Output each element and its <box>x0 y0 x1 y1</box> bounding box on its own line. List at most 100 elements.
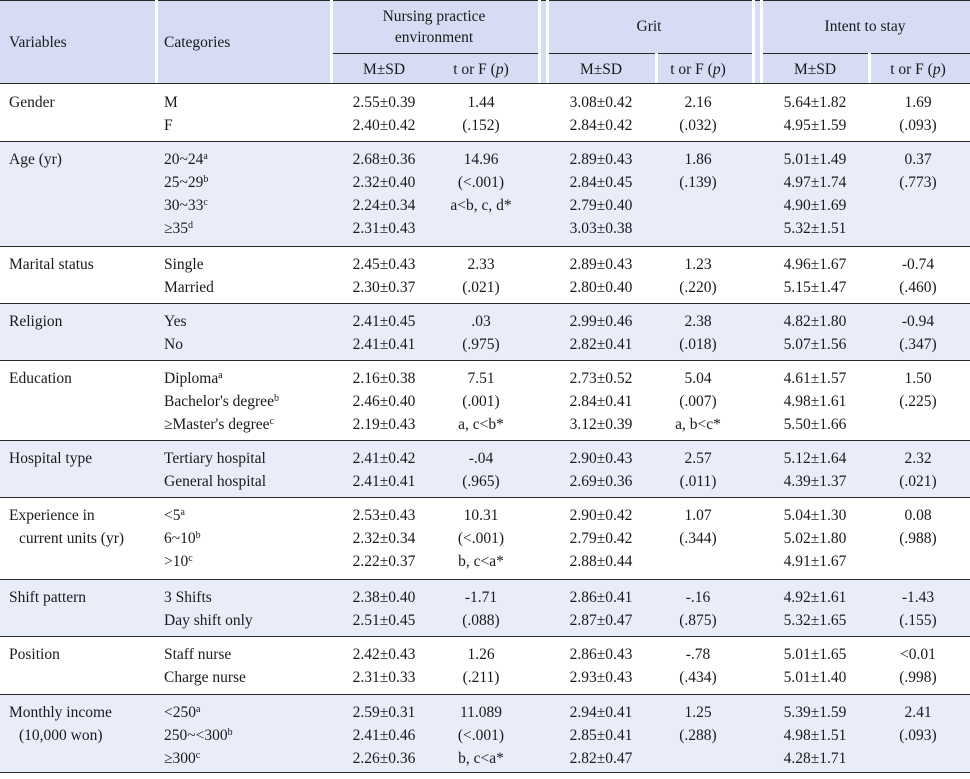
mean-sd-value: 2.79±0.42 <box>569 530 633 547</box>
stat-value: 1.26 <box>467 646 495 663</box>
header-separator <box>655 53 658 83</box>
variable-label: Education <box>9 370 72 387</box>
variable-label: Shift pattern <box>9 589 87 606</box>
mean-sd-value: 4.82±1.80 <box>783 313 847 330</box>
mean-sd-value: 4.39±1.37 <box>783 473 847 490</box>
stat-value: (.021) <box>462 279 500 296</box>
row-band <box>0 440 970 497</box>
category-label: F <box>164 117 173 134</box>
stat-value: a, b<c* <box>675 416 721 433</box>
row-rule <box>0 303 970 304</box>
header-group-title: Nursing practice <box>382 8 486 25</box>
row-rule <box>0 246 970 247</box>
mean-sd-value: 3.12±0.39 <box>569 416 633 433</box>
stat-value: (.011) <box>679 473 717 490</box>
group-rule-2 <box>760 53 970 54</box>
header-group-title: environment <box>394 29 474 46</box>
stat-value: -.04 <box>468 450 494 467</box>
mean-sd-value: 2.86±0.43 <box>569 646 633 663</box>
stat-value: .03 <box>471 313 491 330</box>
group-rule-1 <box>546 53 752 54</box>
mean-sd-value: 3.03±0.38 <box>569 220 633 237</box>
mean-sd-value: 4.61±1.57 <box>783 370 847 387</box>
stat-value: 1.23 <box>684 256 712 273</box>
category-label: No <box>164 336 183 353</box>
category-label: 25~29b <box>164 174 209 191</box>
mean-sd-value: 5.02±1.80 <box>783 530 847 547</box>
stat-value: (.875) <box>679 612 717 629</box>
mean-sd-value: 5.15±1.47 <box>783 279 847 296</box>
mean-sd-value: 2.89±0.43 <box>569 256 633 273</box>
stat-value: (<.001) <box>457 727 505 744</box>
header-separator <box>330 0 333 83</box>
header-separator <box>868 53 871 83</box>
row-band <box>0 303 970 360</box>
mean-sd-value: 5.32±1.51 <box>783 220 847 237</box>
mean-sd-value: 5.01±1.65 <box>783 646 847 663</box>
mean-sd-value: 2.89±0.43 <box>569 151 633 168</box>
stat-value: 2.57 <box>684 450 712 467</box>
category-label: M <box>164 94 178 111</box>
variable-label: (10,000 won) <box>19 727 103 744</box>
category-superscript: c <box>269 416 275 427</box>
stat-value: (.220) <box>679 279 717 296</box>
header-msd: M±SD <box>579 61 623 78</box>
row-band <box>0 579 970 636</box>
category-label: ≥Master's degreec <box>164 416 275 433</box>
mean-sd-value: 4.97±1.74 <box>783 174 847 191</box>
header-categories: Categories <box>164 34 231 51</box>
mean-sd-value: 2.84±0.42 <box>569 117 633 134</box>
stat-value: (.093) <box>899 117 937 134</box>
stat-value: -1.43 <box>901 589 935 606</box>
category-superscript: c <box>203 197 208 208</box>
header-separator <box>760 0 763 83</box>
stat-value: (<.001) <box>457 174 505 191</box>
mean-sd-value: 2.82±0.47 <box>569 750 633 767</box>
category-superscript: a <box>196 704 201 715</box>
mean-sd-value: 2.41±0.42 <box>352 450 416 467</box>
stat-value: 14.96 <box>463 151 499 168</box>
mean-sd-value: 2.79±0.40 <box>569 197 633 214</box>
stat-value: (.088) <box>462 612 500 629</box>
mean-sd-value: 2.22±0.37 <box>352 553 416 570</box>
variable-label: Position <box>9 646 60 663</box>
stat-value: (.032) <box>679 117 717 134</box>
stat-value: 2.33 <box>467 256 495 273</box>
stat-value: (.211) <box>462 669 500 686</box>
mean-sd-value: 5.01±1.49 <box>783 151 847 168</box>
stat-value: 10.31 <box>463 507 499 524</box>
stat-value: (.007) <box>679 393 717 410</box>
mean-sd-value: 2.68±0.36 <box>352 151 416 168</box>
category-label: Bachelor's degreeb <box>164 393 279 410</box>
category-superscript: c <box>188 553 193 564</box>
mean-sd-value: 2.19±0.43 <box>352 416 416 433</box>
mean-sd-value: 2.38±0.40 <box>352 589 416 606</box>
variable-label: Experience in <box>9 507 95 524</box>
variable-label: Monthly income <box>9 704 112 721</box>
stat-value: (<.001) <box>457 530 505 547</box>
mean-sd-value: 2.51±0.45 <box>352 612 416 629</box>
category-superscript: a <box>218 370 223 381</box>
mean-sd-value: 5.12±1.64 <box>783 450 847 467</box>
stat-value: a, c<b* <box>458 416 504 433</box>
stat-value: 2.38 <box>684 313 712 330</box>
header-separator <box>155 0 158 83</box>
mean-sd-value: 5.07±1.56 <box>783 336 847 353</box>
stat-value: (.139) <box>679 174 717 191</box>
category-superscript: b <box>195 530 201 541</box>
stat-value: (.093) <box>899 727 937 744</box>
mean-sd-value: 2.86±0.41 <box>569 589 633 606</box>
mean-sd-value: 5.39±1.59 <box>783 704 847 721</box>
category-label: <250a <box>164 704 201 721</box>
mean-sd-value: 3.08±0.42 <box>569 94 633 111</box>
category-label: Diplomaa <box>164 370 223 387</box>
mean-sd-value: 2.31±0.43 <box>352 220 416 237</box>
header-variables: Variables <box>9 34 67 51</box>
category-label: 30~33c <box>164 197 208 214</box>
header-msd: M±SD <box>362 61 406 78</box>
stat-value: 1.50 <box>904 370 932 387</box>
mean-sd-value: 4.96±1.67 <box>783 256 847 273</box>
stat-value: (.998) <box>899 669 937 686</box>
mean-sd-value: 2.85±0.41 <box>569 727 633 744</box>
stat-value: 5.04 <box>684 370 712 387</box>
